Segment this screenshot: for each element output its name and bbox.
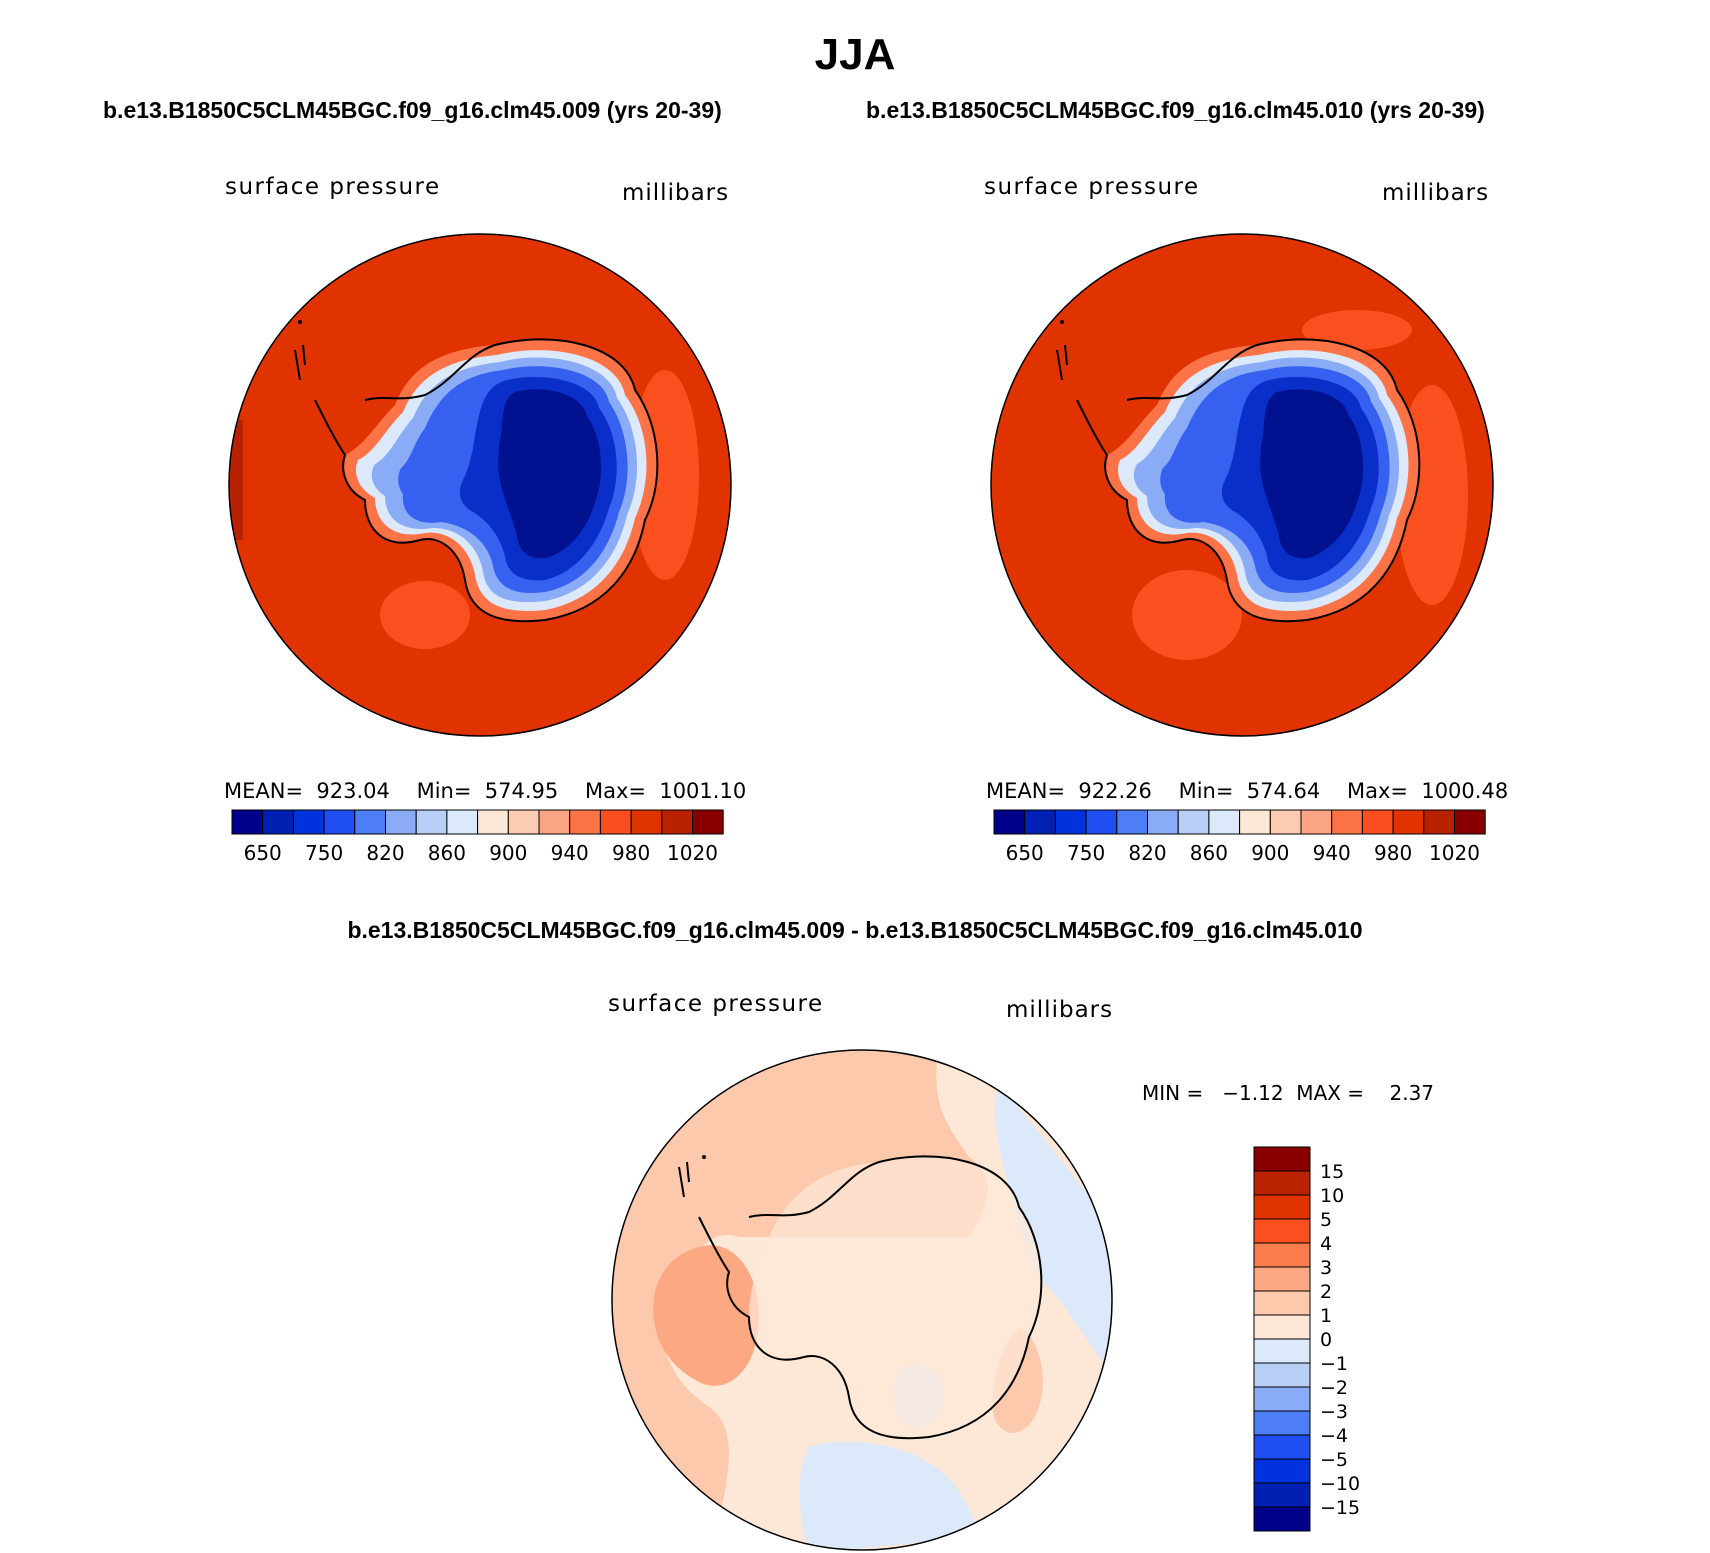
colorbar-left: 650 750 820 860 900 940 980 1020 bbox=[231, 809, 724, 865]
colorbar-swatch bbox=[538, 809, 571, 835]
colorbar-tick-label: 900 bbox=[1251, 841, 1289, 865]
colorbar-swatch bbox=[1253, 1170, 1311, 1196]
colorbar-swatch bbox=[1361, 809, 1394, 835]
difference-minmax: MIN = −1.12 MAX = 2.37 bbox=[1142, 1081, 1435, 1105]
colorbar-tick-label: 1020 bbox=[667, 841, 718, 865]
colorbar-tick-label: 820 bbox=[1128, 841, 1166, 865]
colorbar-swatch bbox=[1253, 1146, 1311, 1172]
colorbar-swatch bbox=[507, 809, 540, 835]
colorbar-swatch bbox=[1253, 1410, 1311, 1436]
panel-right-variable: surface pressure bbox=[984, 174, 1200, 200]
difference-units: millibars bbox=[1006, 997, 1114, 1023]
colorbar-swatch bbox=[1253, 1434, 1311, 1460]
colorbar-swatch bbox=[692, 809, 724, 835]
colorbar-swatch bbox=[415, 809, 448, 835]
colorbar-tick-label: −3 bbox=[1320, 1401, 1348, 1423]
colorbar-tick-label: −4 bbox=[1320, 1425, 1348, 1447]
colorbar-tick-label: 650 bbox=[1006, 841, 1044, 865]
colorbar-swatch bbox=[599, 809, 632, 835]
colorbar-swatch bbox=[477, 809, 509, 835]
colorbar-tick-label: 3 bbox=[1320, 1257, 1332, 1279]
map-difference bbox=[611, 1049, 1113, 1551]
colorbar-tick-label: 15 bbox=[1320, 1161, 1344, 1183]
difference-title: b.e13.B1850C5CLM45BGC.f09_g16.clm45.009 … bbox=[347, 917, 1363, 943]
colorbar-swatch bbox=[1253, 1362, 1311, 1388]
colorbar-tick-label: 980 bbox=[1374, 841, 1412, 865]
colorbar-swatch bbox=[1116, 809, 1149, 835]
colorbar-swatch bbox=[1253, 1506, 1311, 1532]
colorbar-tick-label: 10 bbox=[1320, 1185, 1344, 1207]
colorbar-tick-label: −1 bbox=[1320, 1353, 1348, 1375]
colorbar-tick-label: 750 bbox=[305, 841, 343, 865]
colorbar-tick-label: −10 bbox=[1320, 1473, 1360, 1495]
colorbar-swatch bbox=[993, 809, 1026, 835]
colorbar-swatch bbox=[1454, 809, 1486, 835]
panel-left-units: millibars bbox=[622, 180, 730, 206]
colorbar-swatch bbox=[1024, 809, 1056, 835]
map-left bbox=[228, 233, 732, 737]
colorbar-swatch bbox=[1253, 1386, 1311, 1412]
colorbar-swatch bbox=[1239, 809, 1271, 835]
colorbar-swatch bbox=[1054, 809, 1087, 835]
panel-right-stats: MEAN= 922.26 Min= 574.64 Max= 1000.48 bbox=[986, 779, 1509, 803]
colorbar-tick-label: −5 bbox=[1320, 1449, 1348, 1471]
colorbar-tick-label: 900 bbox=[489, 841, 527, 865]
colorbar-swatch bbox=[1253, 1458, 1311, 1484]
colorbar-swatch bbox=[1253, 1482, 1311, 1508]
colorbar-tick-label: 750 bbox=[1067, 841, 1105, 865]
colorbar-tick-label: 0 bbox=[1320, 1329, 1332, 1351]
colorbar-tick-label: 1 bbox=[1320, 1305, 1332, 1327]
colorbar-tick-label: 4 bbox=[1320, 1233, 1332, 1255]
colorbar-swatch bbox=[1253, 1314, 1311, 1340]
colorbar-swatch bbox=[1253, 1194, 1311, 1220]
colorbar-tick-label: 2 bbox=[1320, 1281, 1332, 1303]
panel-right-units: millibars bbox=[1382, 180, 1490, 206]
colorbar-swatch bbox=[1423, 809, 1455, 835]
colorbar-swatch bbox=[661, 809, 693, 835]
colorbar-swatch bbox=[1085, 809, 1118, 835]
colorbar-swatch bbox=[1253, 1266, 1311, 1292]
colorbar-tick-label: 940 bbox=[551, 841, 589, 865]
colorbar-swatch bbox=[1253, 1338, 1311, 1364]
colorbar-tick-label: 980 bbox=[612, 841, 650, 865]
colorbar-swatch bbox=[446, 809, 479, 835]
colorbar-swatch bbox=[1253, 1218, 1311, 1244]
colorbar-tick-label: 940 bbox=[1313, 841, 1351, 865]
colorbar-swatch bbox=[1392, 809, 1425, 835]
colorbar-swatch bbox=[1269, 809, 1302, 835]
colorbar-tick-label: 860 bbox=[1190, 841, 1228, 865]
colorbar-tick-label: 820 bbox=[366, 841, 404, 865]
colorbar-tick-label: 650 bbox=[244, 841, 282, 865]
panel-left-variable: surface pressure bbox=[225, 174, 441, 200]
panel-right-case-title: b.e13.B1850C5CLM45BGC.f09_g16.clm45.010 … bbox=[866, 97, 1485, 123]
colorbar-swatch bbox=[1208, 809, 1241, 835]
colorbar-swatch bbox=[292, 809, 325, 835]
colorbar-swatch bbox=[569, 809, 601, 835]
colorbar-swatch bbox=[1331, 809, 1363, 835]
colorbar-swatch bbox=[354, 809, 387, 835]
difference-variable: surface pressure bbox=[608, 991, 824, 1017]
colorbar-swatch bbox=[231, 809, 264, 835]
colorbar-tick-label: −15 bbox=[1320, 1497, 1360, 1519]
colorbar-right: 650 750 820 860 900 940 980 1020 bbox=[993, 809, 1486, 865]
colorbar-tick-label: −2 bbox=[1320, 1377, 1348, 1399]
colorbar-swatch bbox=[1253, 1290, 1311, 1316]
colorbar-tick-label: 1020 bbox=[1429, 841, 1480, 865]
colorbar-swatch bbox=[1177, 809, 1210, 835]
colorbar-swatch bbox=[1253, 1242, 1311, 1268]
colorbar-swatch bbox=[1147, 809, 1179, 835]
map-right bbox=[990, 233, 1494, 737]
panel-left-case-title: b.e13.B1850C5CLM45BGC.f09_g16.clm45.009 … bbox=[103, 97, 722, 123]
colorbar-swatch bbox=[385, 809, 417, 835]
colorbar-tick-label: 5 bbox=[1320, 1209, 1332, 1231]
colorbar-swatch bbox=[630, 809, 663, 835]
colorbar-tick-label: 860 bbox=[428, 841, 466, 865]
colorbar-swatch bbox=[262, 809, 294, 835]
colorbar-swatch bbox=[323, 809, 356, 835]
colorbar-swatch bbox=[1300, 809, 1333, 835]
panel-left-stats: MEAN= 923.04 Min= 574.95 Max= 1001.10 bbox=[224, 779, 747, 803]
page-title: JJA bbox=[814, 30, 896, 79]
